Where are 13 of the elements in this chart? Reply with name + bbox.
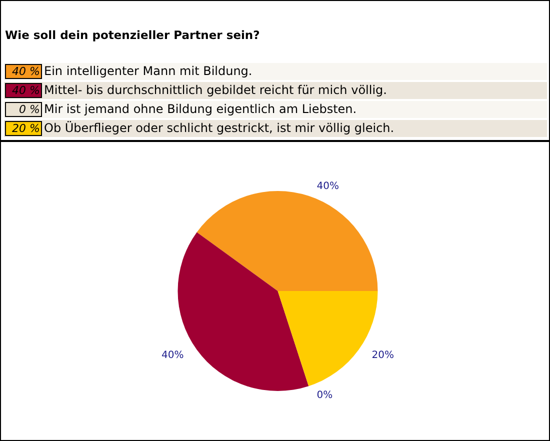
data-label: 20% [372,350,394,362]
chart-title: Wie soll dein potenzieller Partner sein? [5,28,261,42]
legend-label: Ob Überflieger oder schlicht gestrickt, ist mir völlig gleich. [44,121,394,136]
legend-label: Mittel- bis durchschnittlich gebildet reicht für mich völlig. [44,83,387,98]
text: 40 % [5,64,42,79]
text: 20 % [5,121,42,136]
legend-label: Ein intelligenter Mann mit Bildung. [44,64,252,79]
data-label: 40% [162,350,184,362]
text: 0% [316,390,333,402]
legend-label: Mir ist jemand ohne Bildung eigentlich am Liebsten. [44,102,357,117]
text: 0 % [5,102,42,117]
data-label: 40% [316,180,339,192]
text: 40 % [5,83,42,98]
